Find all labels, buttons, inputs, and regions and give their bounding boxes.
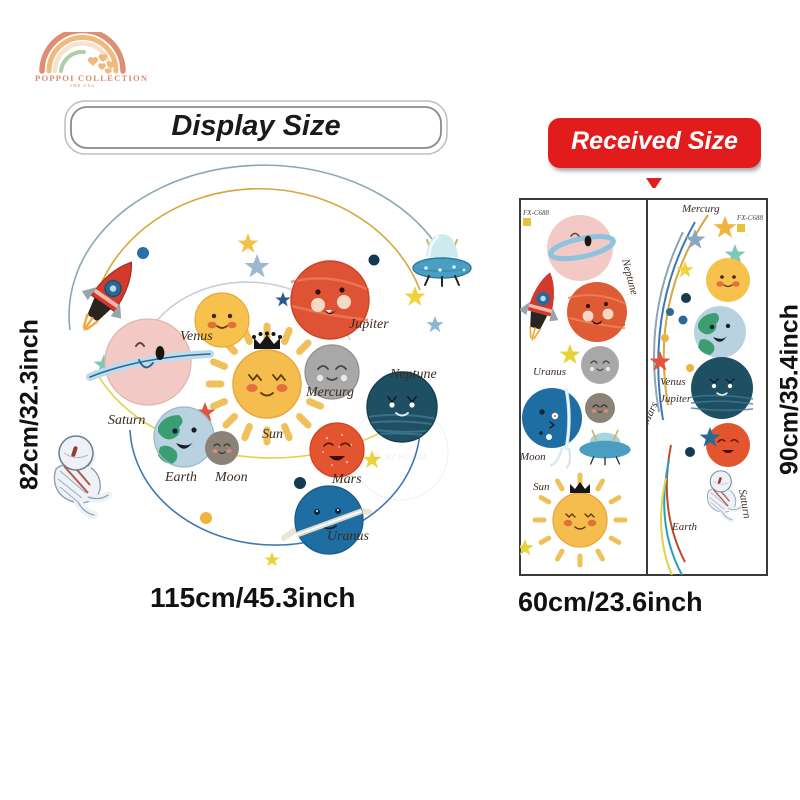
svg-text:Venus: Venus — [660, 376, 686, 388]
svg-text:FX-C688: FX-C688 — [736, 214, 764, 222]
svg-text:Saturn: Saturn — [108, 413, 145, 428]
svg-text:Uranus: Uranus — [533, 366, 566, 378]
svg-text:Jupiter: Jupiter — [349, 317, 389, 332]
svg-text:Mars: Mars — [639, 400, 660, 427]
svg-text:Earth: Earth — [164, 470, 197, 485]
svg-text:Saturn: Saturn — [736, 488, 753, 519]
svg-text:Jupiter: Jupiter — [660, 393, 692, 405]
svg-text:Neptune: Neptune — [619, 257, 640, 297]
svg-text:Moon: Moon — [519, 451, 546, 463]
svg-text:Earth: Earth — [671, 521, 698, 533]
svg-text:Uranus: Uranus — [327, 529, 370, 544]
svg-text:Neptune: Neptune — [389, 367, 437, 382]
svg-text:Sun: Sun — [533, 481, 550, 493]
svg-text:FX-C688: FX-C688 — [522, 209, 550, 217]
svg-text:Moon: Moon — [214, 470, 248, 485]
svg-text:Sun: Sun — [262, 427, 283, 442]
svg-text:Mars: Mars — [331, 472, 362, 487]
svg-text:Mercurg: Mercurg — [305, 385, 354, 400]
svg-text:Venus: Venus — [180, 329, 213, 344]
svg-text:Mercurg: Mercurg — [681, 203, 720, 215]
svg-text:PLAY ROOM: PLAY ROOM — [374, 452, 427, 462]
